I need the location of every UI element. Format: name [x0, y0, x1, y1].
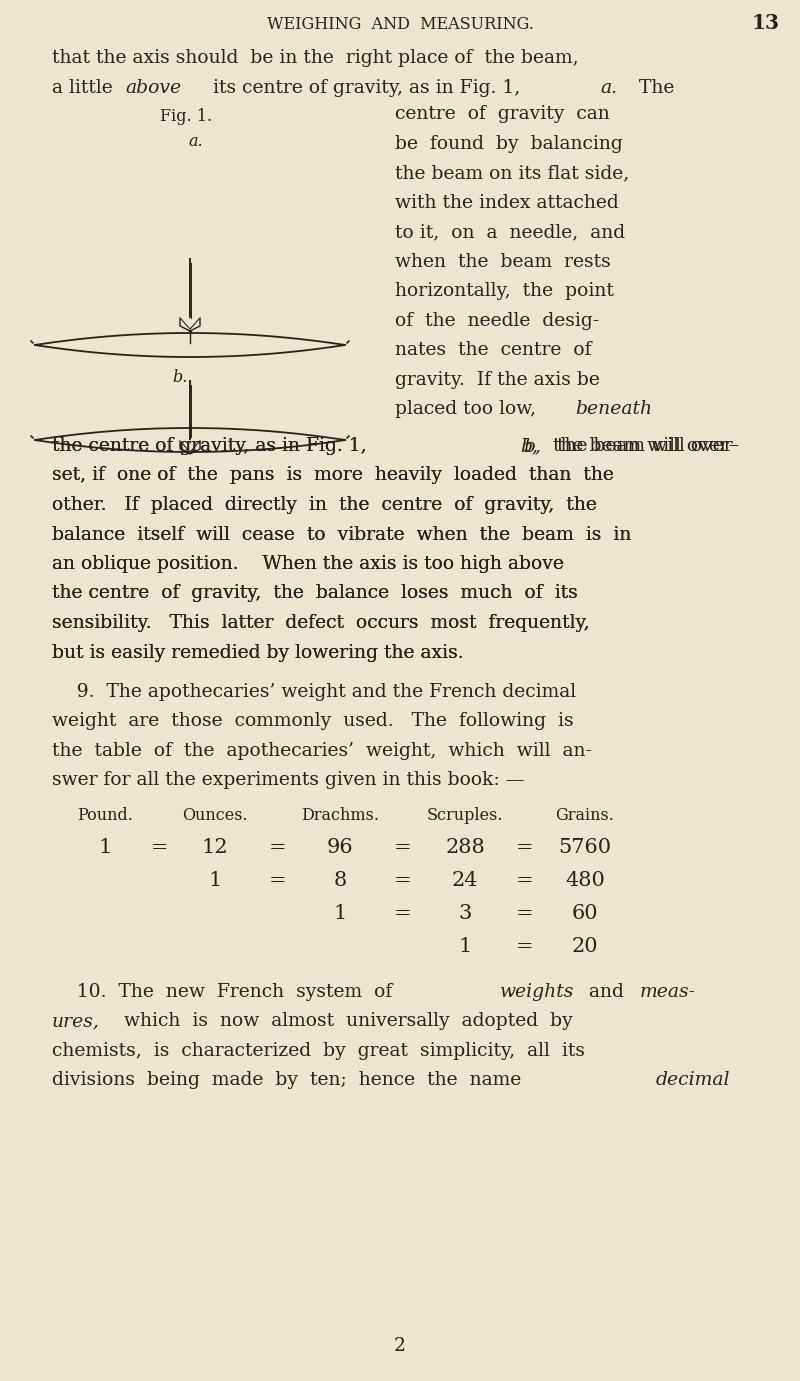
- Text: the centre  of  gravity,  the  balance  loses  much  of  its: the centre of gravity, the balance loses…: [52, 584, 578, 602]
- Text: a little: a little: [52, 79, 118, 97]
- Text: other.   If  placed  directly  in  the  centre  of  gravity,  the: other. If placed directly in the centre …: [52, 496, 597, 514]
- Text: weight  are  those  commonly  used.   The  following  is: weight are those commonly used. The foll…: [52, 713, 574, 731]
- Text: an oblique position.    When the axis is too high above: an oblique position. When the axis is to…: [52, 555, 564, 573]
- Text: 96: 96: [326, 838, 354, 858]
- Text: 5760: 5760: [558, 838, 611, 858]
- Text: Drachms.: Drachms.: [301, 807, 379, 824]
- Text: =: =: [516, 871, 534, 889]
- Text: balance  itself  will  cease  to  vibrate  when  the  beam  is  in: balance itself will cease to vibrate whe…: [52, 526, 631, 544]
- Text: 20: 20: [572, 936, 598, 956]
- Text: 8: 8: [334, 871, 346, 889]
- Text: 288: 288: [445, 838, 485, 858]
- Text: ures,: ures,: [52, 1012, 100, 1030]
- Text: =: =: [269, 838, 287, 858]
- Text: the beam will over-: the beam will over-: [547, 436, 735, 454]
- Text: =: =: [394, 905, 412, 923]
- Text: but is easily remedied by lowering the axis.: but is easily remedied by lowering the a…: [52, 644, 464, 661]
- Text: weights: weights: [500, 983, 574, 1001]
- Text: but is easily remedied by lowering the axis.: but is easily remedied by lowering the a…: [52, 644, 464, 661]
- Text: balance  itself  will  cease  to  vibrate  when  the  beam  is  in: balance itself will cease to vibrate whe…: [52, 526, 631, 544]
- Text: sensibility.   This  latter  defect  occurs  most  frequently,: sensibility. This latter defect occurs m…: [52, 615, 590, 632]
- Text: the centre of gravity, as in Fig. 1,: the centre of gravity, as in Fig. 1,: [52, 436, 373, 454]
- Text: b,: b,: [523, 436, 541, 454]
- Text: =: =: [516, 936, 534, 956]
- Text: 60: 60: [572, 905, 598, 923]
- Text: Ounces.: Ounces.: [182, 807, 248, 824]
- Text: meas-: meas-: [640, 983, 696, 1001]
- Text: Pound.: Pound.: [77, 807, 133, 824]
- Text: and: and: [577, 983, 636, 1001]
- Text: which  is  now  almost  universally  adopted  by: which is now almost universally adopted …: [112, 1012, 573, 1030]
- Text: Scruples.: Scruples.: [426, 807, 503, 824]
- Text: set, if  one of  the  pans  is  more  heavily  loaded  than  the: set, if one of the pans is more heavily …: [52, 467, 614, 485]
- Text: of  the  needle  desig-: of the needle desig-: [395, 312, 599, 330]
- Text: with the index attached: with the index attached: [395, 193, 618, 211]
- Text: the centre of gravity, as in Fig. 1,: the centre of gravity, as in Fig. 1,: [52, 436, 373, 454]
- Text: the centre  of  gravity,  the  balance  loses  much  of  its: the centre of gravity, the balance loses…: [52, 584, 578, 602]
- Text: divisions  being  made  by  ten;  hence  the  name: divisions being made by ten; hence the n…: [52, 1072, 534, 1090]
- Text: 1: 1: [98, 838, 112, 858]
- Text: 12: 12: [202, 838, 228, 858]
- Text: =: =: [269, 871, 287, 889]
- Text: nates  the  centre  of: nates the centre of: [395, 341, 591, 359]
- Text: above: above: [125, 79, 181, 97]
- Text: b.: b.: [172, 369, 187, 387]
- Text: the beam will over-: the beam will over-: [551, 436, 739, 454]
- Text: b,: b,: [520, 436, 538, 454]
- Text: 1: 1: [208, 871, 222, 889]
- Text: a.: a.: [600, 79, 617, 97]
- Text: 24: 24: [452, 871, 478, 889]
- Text: set, if  one of  the  pans  is  more  heavily  loaded  than  the: set, if one of the pans is more heavily …: [52, 467, 614, 485]
- Text: its centre of gravity, as in Fig. 1,: its centre of gravity, as in Fig. 1,: [207, 79, 526, 97]
- Text: WEIGHING  AND  MEASURING.: WEIGHING AND MEASURING.: [266, 17, 534, 33]
- Text: 2: 2: [394, 1337, 406, 1355]
- Text: other.   If  placed  directly  in  the  centre  of  gravity,  the: other. If placed directly in the centre …: [52, 496, 597, 514]
- Text: decimal: decimal: [656, 1072, 730, 1090]
- Text: to it,  on  a  needle,  and: to it, on a needle, and: [395, 222, 625, 242]
- Text: swer for all the experiments given in this book: —: swer for all the experiments given in th…: [52, 772, 525, 790]
- Text: centre  of  gravity  can: centre of gravity can: [395, 105, 610, 123]
- Text: when  the  beam  rests: when the beam rests: [395, 253, 610, 271]
- Text: that the axis should  be in the  right place of  the beam,: that the axis should be in the right pla…: [52, 48, 578, 68]
- Text: 9.  The apothecaries’ weight and the French decimal: 9. The apothecaries’ weight and the Fren…: [52, 684, 576, 702]
- Text: 13: 13: [752, 12, 780, 33]
- Text: a.: a.: [188, 133, 202, 151]
- Text: 10.  The  new  French  system  of: 10. The new French system of: [52, 983, 404, 1001]
- Text: horizontally,  the  point: horizontally, the point: [395, 282, 614, 300]
- Text: Grains.: Grains.: [555, 807, 614, 824]
- Text: be  found  by  balancing: be found by balancing: [395, 134, 622, 152]
- Text: 1: 1: [334, 905, 346, 923]
- Text: beneath: beneath: [575, 400, 652, 418]
- Text: =: =: [394, 871, 412, 889]
- Text: 480: 480: [565, 871, 605, 889]
- Text: sensibility.   This  latter  defect  occurs  most  frequently,: sensibility. This latter defect occurs m…: [52, 615, 590, 632]
- Text: an oblique position.    When the axis is too high above: an oblique position. When the axis is to…: [52, 555, 564, 573]
- Text: Fig. 1.: Fig. 1.: [160, 108, 212, 126]
- Text: placed too low,: placed too low,: [395, 400, 548, 418]
- Text: the  table  of  the  apothecaries’  weight,  which  will  an-: the table of the apothecaries’ weight, w…: [52, 742, 592, 760]
- Text: 3: 3: [458, 905, 472, 923]
- Text: =: =: [516, 838, 534, 858]
- Text: =: =: [151, 838, 169, 858]
- Text: =: =: [394, 838, 412, 858]
- Text: The: The: [627, 79, 674, 97]
- Text: 1: 1: [458, 936, 472, 956]
- Text: the beam on its flat side,: the beam on its flat side,: [395, 164, 630, 182]
- Text: chemists,  is  characterized  by  great  simplicity,  all  its: chemists, is characterized by great simp…: [52, 1043, 585, 1061]
- Text: gravity.  If the axis be: gravity. If the axis be: [395, 370, 600, 388]
- Text: =: =: [516, 905, 534, 923]
